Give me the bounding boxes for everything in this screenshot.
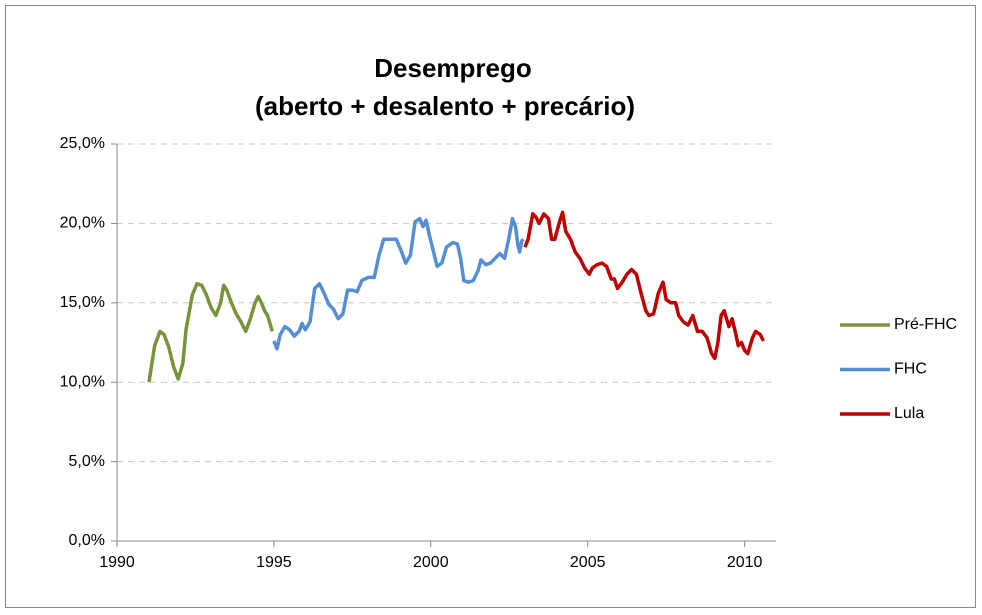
y-tick-label: 20,0%	[60, 215, 105, 232]
chart-title: (aberto + desalento + precário)	[255, 91, 635, 121]
y-tick-label: 5,0%	[69, 453, 105, 470]
legend-label: FHC	[894, 361, 927, 378]
series-line	[147, 281, 274, 383]
series-line	[523, 210, 765, 361]
legend-label: Lula	[894, 405, 924, 422]
y-tick-label: 0,0%	[69, 532, 105, 549]
x-tick-label: 2010	[727, 554, 763, 571]
y-tick-label: 25,0%	[60, 135, 105, 152]
x-tick-label: 1990	[99, 554, 135, 571]
chart-border	[5, 5, 976, 608]
y-tick-label: 10,0%	[60, 373, 105, 390]
x-tick-label: 2000	[413, 554, 449, 571]
x-tick-label: 1995	[256, 554, 292, 571]
y-tick-label: 15,0%	[60, 294, 105, 311]
series-line	[272, 216, 525, 351]
x-tick-label: 2005	[570, 554, 606, 571]
chart-title: Desemprego	[374, 53, 532, 83]
legend-label: Pré-FHC	[894, 316, 957, 333]
